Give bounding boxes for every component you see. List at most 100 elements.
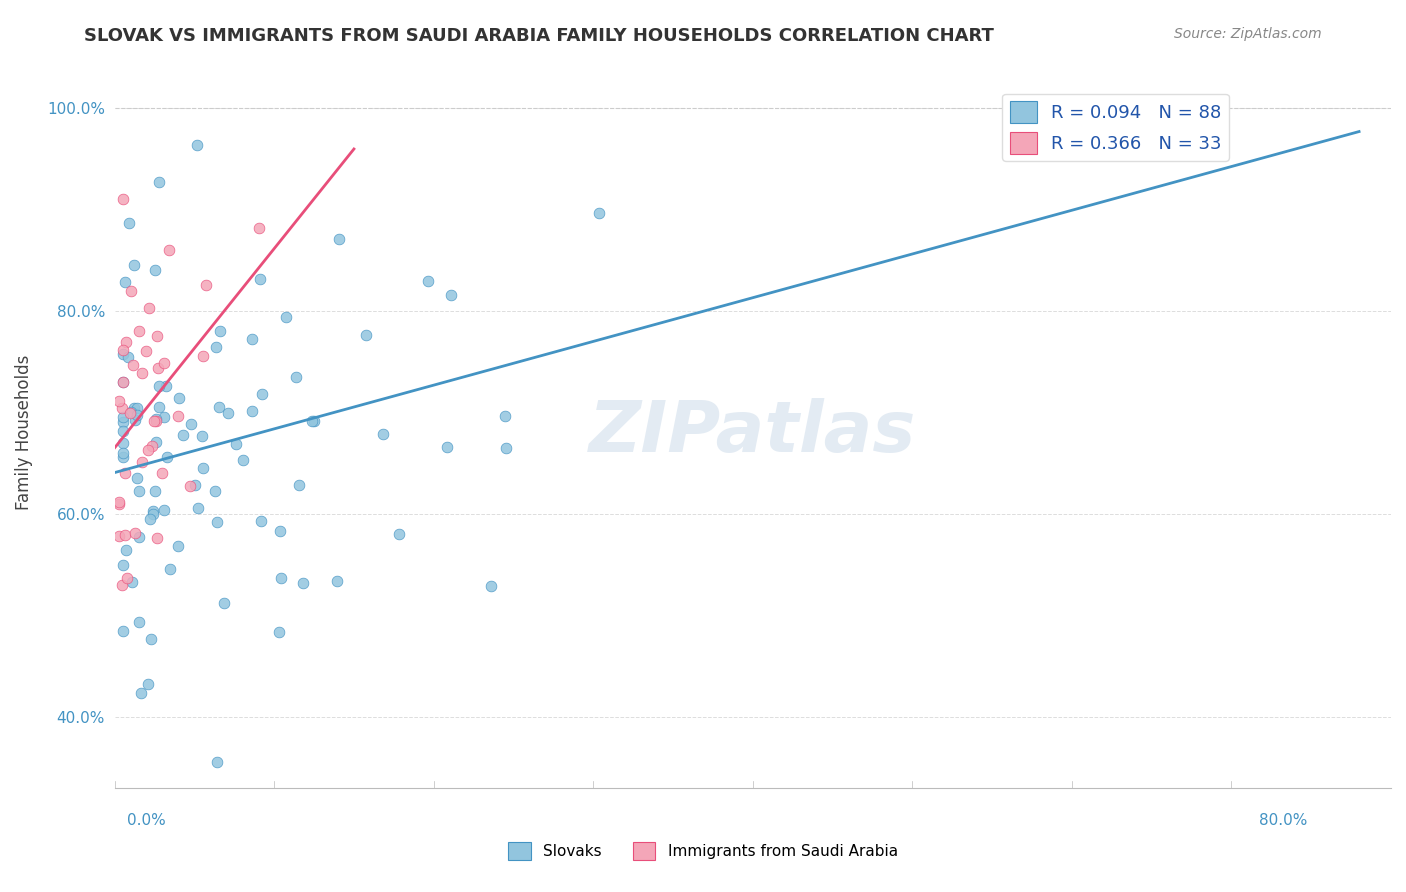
Point [193,350,215,364]
Point [270,571,292,585]
Point [128,615,150,629]
Point [108,394,131,409]
Point [284,369,307,384]
Point [1140,111,1163,125]
Point [111,409,134,424]
Point [114,528,136,542]
Point [112,343,135,357]
Point [354,328,377,343]
Point [114,275,136,289]
Point [108,529,131,543]
Point [145,414,167,428]
Point [111,375,134,389]
Point [111,435,134,450]
Point [179,478,201,492]
Point [212,596,235,610]
Point [292,576,315,591]
Text: ZIPatlas: ZIPatlas [589,398,917,467]
Point [184,478,207,492]
Point [153,409,176,424]
Point [172,427,194,442]
Point [143,484,166,499]
Point [157,243,180,257]
Point [269,624,291,639]
Point [249,272,271,286]
Text: 0.0%: 0.0% [127,814,166,828]
Point [136,677,159,691]
Point [159,562,181,576]
Point [301,413,323,427]
Point [194,278,217,293]
Point [494,409,516,423]
Point [138,301,160,315]
Point [145,435,167,450]
Point [141,439,163,453]
Point [108,495,131,509]
Point [122,401,145,415]
Point [131,455,153,469]
Point [436,440,458,454]
Point [111,624,134,639]
Point [124,413,146,427]
Point [143,414,166,428]
Point [166,409,188,424]
Point [112,558,135,572]
Point [111,192,134,206]
Point [416,274,439,288]
Point [118,216,141,230]
Point [479,578,502,592]
Point [240,404,263,418]
Point [111,347,134,361]
Point [143,262,166,277]
Point [240,332,263,346]
Point [148,176,170,190]
Point [205,340,228,354]
Point [120,284,142,298]
Point [325,574,347,588]
Point [108,497,131,511]
Point [191,429,214,443]
Point [208,400,231,414]
Point [136,442,159,457]
Point [148,378,170,392]
Point [135,343,157,358]
Point [153,503,176,517]
Text: 80.0%: 80.0% [1260,814,1308,828]
Point [169,391,191,405]
Y-axis label: Family Households: Family Households [15,355,32,510]
Point [276,310,298,325]
Point [249,514,271,528]
Point [114,334,136,349]
Point [111,450,134,465]
Point [129,686,152,700]
Point [269,524,291,539]
Point [440,288,463,302]
Text: SLOVAK VS IMMIGRANTS FROM SAUDI ARABIA FAMILY HOUSEHOLDS CORRELATION CHART: SLOVAK VS IMMIGRANTS FROM SAUDI ARABIA F… [84,27,994,45]
Point [155,379,177,393]
Point [111,445,134,459]
Point [125,471,148,485]
Point [124,525,146,540]
Point [111,415,134,429]
Point [371,427,394,442]
Legend: Slovaks, Immigrants from Saudi Arabia: Slovaks, Immigrants from Saudi Arabia [502,836,904,866]
Point [288,478,311,492]
Point [114,466,136,480]
Point [207,755,229,769]
Point [115,543,138,558]
Point [148,400,170,414]
Point [117,351,139,365]
Point [232,452,254,467]
Point [146,360,169,375]
Point [204,483,226,498]
Point [191,460,214,475]
Text: Source: ZipAtlas.com: Source: ZipAtlas.com [1174,27,1322,41]
Point [495,441,517,455]
Point [186,138,208,153]
Point [142,504,165,518]
Point [247,221,270,235]
Point [156,450,179,464]
Point [112,424,135,438]
Point [127,408,149,422]
Point [142,508,165,522]
